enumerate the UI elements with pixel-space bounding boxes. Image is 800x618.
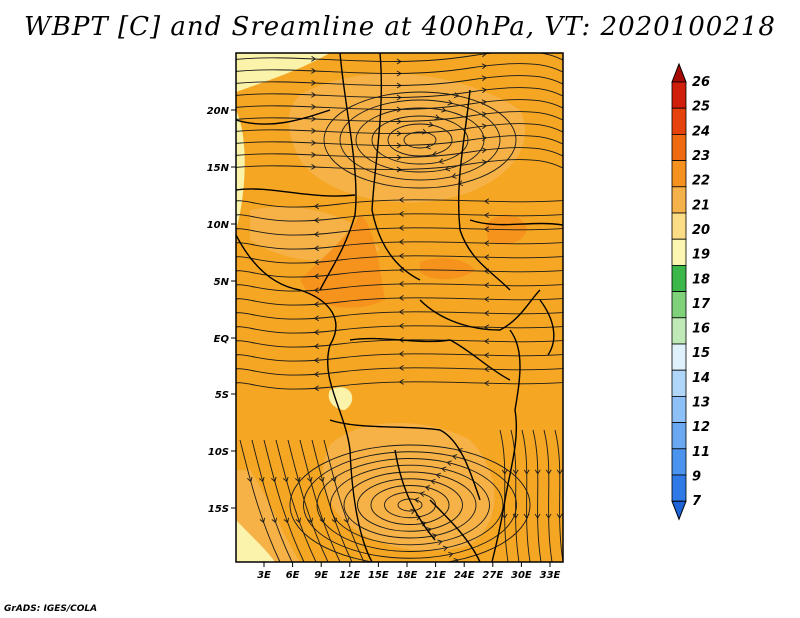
colorbar-label: 20 — [692, 223, 710, 238]
lat-label: 15N — [207, 163, 230, 174]
lon-label: 9E — [314, 570, 328, 581]
colorbar-label: 9 — [692, 470, 701, 485]
colorbar-label: 25 — [692, 100, 710, 115]
colorbar-segment — [672, 265, 686, 291]
lon-label: 24E — [454, 570, 475, 581]
colorbar-label: 15 — [692, 346, 710, 361]
lat-label: 10N — [207, 220, 230, 231]
lon-label: 6E — [286, 570, 300, 581]
colorbar-segment — [672, 187, 686, 213]
colorbar-label: 14 — [692, 371, 710, 386]
colorbar-segment — [672, 108, 686, 134]
colorbar-segment — [672, 344, 686, 370]
colorbar-label: 12 — [692, 420, 710, 435]
colorbar: 26 25 24 23 22 21 20 19 18 17 16 15 14 13 12 11 9 7 — [672, 64, 711, 519]
colorbar-segment — [672, 213, 686, 239]
lon-label: 15E — [368, 570, 389, 581]
colorbar-top-arrow — [672, 64, 686, 82]
lat-label: 10S — [208, 447, 229, 458]
lon-label: 27E — [482, 570, 503, 581]
lat-label: 5S — [215, 390, 229, 401]
latitude-axis: 20N 15N 10N 5N EQ 5S 10S 15S — [207, 106, 236, 515]
lon-label: 33E — [540, 570, 561, 581]
lon-label: 12E — [339, 570, 360, 581]
lat-label: 20N — [207, 106, 230, 117]
lat-label: 5N — [214, 277, 230, 288]
map-figure: 20N 15N 10N 5N EQ 5S 10S 15S 3E 6E 9E 12E 15E 18E 21E… — [0, 0, 800, 618]
lon-label: 3E — [257, 570, 271, 581]
colorbar-segment — [672, 318, 686, 344]
colorbar-label: 26 — [692, 75, 710, 90]
colorbar-segment — [672, 423, 686, 449]
lon-label: 18E — [397, 570, 418, 581]
lon-label: 21E — [425, 570, 446, 581]
colorbar-label: 19 — [692, 248, 710, 263]
map-panel — [230, 51, 570, 565]
colorbar-label: 21 — [692, 198, 710, 213]
colorbar-label: 17 — [692, 297, 711, 312]
colorbar-label: 7 — [692, 494, 702, 509]
colorbar-segment — [672, 134, 686, 160]
colorbar-label: 23 — [692, 149, 710, 164]
colorbar-label: 22 — [692, 174, 710, 189]
colorbar-segment — [672, 396, 686, 422]
colorbar-segment — [672, 239, 686, 265]
colorbar-segment — [672, 449, 686, 475]
lon-label: 30E — [511, 570, 532, 581]
lat-label: EQ — [214, 334, 230, 345]
colorbar-segment — [672, 82, 686, 108]
colorbar-segment — [672, 292, 686, 318]
colorbar-segment — [672, 161, 686, 187]
credit-label: GrADS: IGES/COLA — [4, 604, 97, 614]
colorbar-label: 16 — [692, 322, 710, 337]
colorbar-label: 24 — [692, 124, 710, 139]
colorbar-label: 18 — [692, 272, 710, 287]
colorbar-bottom-arrow — [672, 501, 686, 519]
colorbar-segment — [672, 370, 686, 396]
colorbar-label: 13 — [692, 396, 710, 411]
colorbar-label: 11 — [692, 445, 710, 460]
longitude-axis: 3E 6E 9E 12E 15E 18E 21E 24E 27E 30E 33E — [257, 562, 560, 581]
colorbar-segment — [672, 475, 686, 501]
lat-label: 15S — [208, 504, 229, 515]
